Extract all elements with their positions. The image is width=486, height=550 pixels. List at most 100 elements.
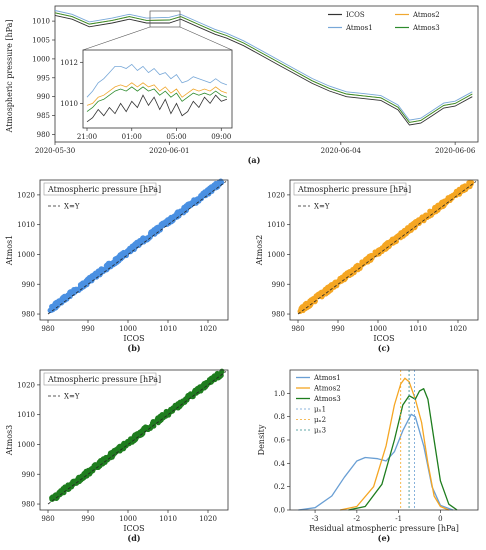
scatter-c-ytick-label-3: 1010: [267, 221, 285, 229]
inset-xtick-label-3: 09:00: [211, 133, 231, 141]
scatter-d-point: [141, 426, 147, 432]
scatter-b-xlabel: ICOS: [123, 334, 144, 343]
scatter-c-title: Atmospheric pressure [hPa]: [297, 185, 411, 194]
inset-ytick-label-1: 1012: [60, 59, 78, 67]
scatter-b-xtick-label-1: 990: [81, 325, 94, 333]
e-ytick-label-5: 1.0: [274, 390, 285, 398]
scatter-c-legend-label: X=Y: [314, 203, 330, 211]
scatter-b-point: [157, 227, 163, 233]
inset-ytick-label-0: 1010: [60, 100, 78, 108]
scatter-c-point: [456, 186, 462, 192]
scatter-d-point: [110, 450, 116, 456]
scatter-b-xtick-label-2: 1000: [119, 325, 137, 333]
scatter-b-identity-line: [47, 181, 227, 315]
e-ytick-label-3: 0.6: [274, 437, 286, 445]
a-ytick-label-1: 985: [37, 112, 50, 120]
scatter-d-title: Atmospheric pressure [hPa]: [47, 375, 161, 384]
e-legend-label-1: Atmos2: [313, 385, 341, 393]
a-ytick-label-6: 1010: [32, 18, 50, 26]
e-ylabel: Density: [257, 424, 266, 455]
scatter-c-ytick-label-4: 1020: [267, 191, 285, 199]
scatter-d-ytick-label-1: 990: [22, 471, 35, 479]
scatter-c-caption: (c): [378, 343, 391, 353]
scatter-b-point: [71, 287, 77, 293]
zoom-connector-right: [179, 26, 233, 51]
scatter-c-point: [424, 214, 430, 220]
scatter-b-point: [98, 266, 104, 272]
scatter-c-xtick-label-4: 1020: [449, 325, 467, 333]
panel-d: Atmospheric pressure [hPa] X=Y 980 990 1000 1…: [5, 368, 229, 543]
scatter-c-point: [350, 267, 356, 273]
scatter-d-point: [163, 411, 169, 417]
zoom-box: [149, 10, 181, 28]
scatter-d-legend-label: X=Y: [64, 393, 80, 401]
e-ytick-label-0: 0.0: [274, 507, 285, 515]
a-xtick-label-2: 2020-06-04: [321, 147, 362, 155]
scatter-c-ytick-label-0: 980: [272, 311, 285, 319]
scatter-b-ytick-label-3: 1010: [17, 221, 35, 229]
scatter-c-xtick-label-3: 1010: [409, 325, 427, 333]
scatter-d-xtick-label-3: 1010: [159, 515, 177, 523]
scatter-d-identity-line: [47, 371, 227, 505]
scatter-b-point: [158, 221, 164, 227]
scatter-d-xlabel: ICOS: [123, 524, 144, 533]
scatter-d-xtick-label-4: 1020: [199, 515, 217, 523]
a-legend-label-2: Atmos1: [345, 24, 373, 32]
panel-a-ylabel: Atmospheric pressure [hPa]: [5, 19, 14, 133]
scatter-b-point: [127, 249, 133, 255]
scatter-c-point: [354, 262, 361, 268]
scatter-c-point: [386, 241, 392, 247]
scatter-b-caption: (b): [127, 343, 140, 353]
e-ytick-label-2: 0.4: [274, 460, 286, 468]
scatter-d-point: [128, 436, 134, 442]
scatter-c-point: [432, 205, 438, 211]
panel-a-caption: (a): [248, 155, 261, 165]
e-legend: Atmos1 Atmos2 Atmos3 μₙ1 μₙ2 μₙ3: [296, 374, 341, 435]
e-ytick-label-4: 0.8: [274, 413, 285, 421]
scatter-b-ytick-label-1: 990: [22, 281, 35, 289]
scatter-b-ylabel: Atmos1: [5, 235, 14, 266]
scatter-b-point: [196, 197, 202, 203]
scatter-c-point: [467, 179, 473, 185]
scatter-d-point: [185, 392, 191, 399]
scatter-b-point: [102, 267, 108, 273]
a-xtick-label-3: 2020-06-06: [435, 147, 476, 155]
scatter-c-point: [396, 232, 402, 238]
scatter-c-point: [372, 250, 378, 257]
scatter-b-point: [177, 208, 183, 215]
scatter-d-point: [199, 385, 205, 391]
inset-xtick-label-2: 05:00: [166, 133, 186, 141]
e-legend-label-4: μₙ2: [314, 416, 326, 424]
scatter-b-point: [215, 181, 221, 187]
e-legend-label-2: Atmos3: [313, 395, 341, 403]
a-ytick-label-0: 980: [37, 131, 50, 139]
scatter-b-point: [181, 206, 187, 212]
scatter-c-point: [336, 279, 342, 285]
e-legend-label-0: Atmos1: [313, 374, 341, 382]
e-legend-label-5: μₙ3: [314, 427, 326, 435]
zoom-connector-left: [82, 26, 151, 51]
scatter-c-point: [359, 259, 365, 265]
scatter-b-title-box: [43, 182, 157, 196]
scatter-b-xtick-label-0: 980: [41, 325, 54, 333]
scatter-c-xtick-label-1: 990: [331, 325, 344, 333]
scatter-b-ytick-label-0: 980: [22, 311, 35, 319]
scatter-c-ytick-label-2: 1000: [267, 251, 285, 259]
scatter-c-point: [301, 305, 307, 311]
a-series-atmos1: [54, 10, 473, 121]
scatter-b-axes: [39, 179, 229, 321]
panel-c: Atmospheric pressure [hPa] X=Y 980 990 1000 1…: [255, 179, 479, 353]
scatter-d-title-box: [43, 372, 157, 386]
a-legend-label-3: Atmos3: [412, 24, 440, 32]
scatter-d-point: [83, 468, 89, 474]
scatter-b-title: Atmospheric pressure [hPa]: [47, 185, 161, 194]
scatter-b-xtick-label-3: 1010: [159, 325, 177, 333]
a-xtick-label-1: 2020-06-01: [149, 147, 189, 155]
a-series-atmos3: [54, 12, 473, 123]
scatter-d-point: [97, 459, 103, 466]
scatter-c-point: [332, 279, 338, 285]
scatter-b-point: [202, 189, 209, 195]
scatter-b-point: [56, 298, 62, 304]
scatter-d-point: [52, 493, 58, 499]
